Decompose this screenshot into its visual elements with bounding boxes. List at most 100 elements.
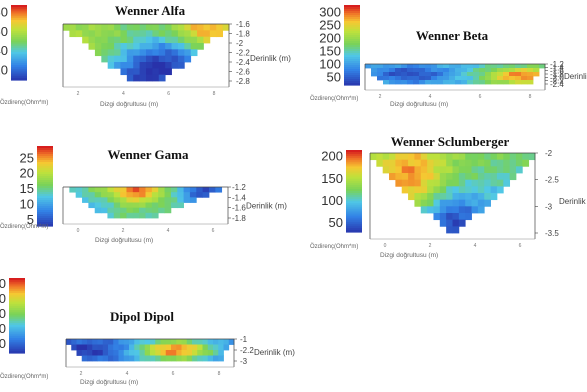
- x-tick-label: 4: [167, 228, 170, 234]
- heatmap-cell: [63, 24, 70, 31]
- heatmap-cell: [213, 350, 219, 356]
- heatmap-cell: [97, 355, 104, 362]
- colorbar-segment: [344, 5, 360, 8]
- heatmap-cell: [419, 80, 426, 85]
- heatmap-cell: [192, 350, 198, 356]
- heatmap-cell: [503, 72, 510, 77]
- x-tick-label: 2: [379, 94, 382, 100]
- colorbar-segment: [346, 164, 362, 167]
- colorbar-tick-label: 150: [319, 43, 341, 58]
- heatmap-cell: [389, 64, 396, 69]
- heatmap-cell: [145, 187, 153, 193]
- heatmap-cell: [197, 24, 204, 31]
- heatmap-cell: [433, 179, 441, 187]
- heatmap-cell: [477, 179, 485, 187]
- heatmap-cell: [433, 193, 441, 201]
- heatmap-cell: [395, 179, 403, 187]
- colorbar-tick-label: 200: [0, 336, 6, 351]
- colorbar-segment: [344, 17, 360, 20]
- heatmap-cell: [164, 207, 172, 214]
- heatmap-cell: [527, 76, 534, 81]
- heatmap-cell: [427, 186, 434, 194]
- heatmap-cell: [425, 72, 432, 77]
- heatmap-cell: [152, 55, 160, 63]
- heatmap-cell: [389, 72, 396, 77]
- heatmap-cell: [160, 344, 167, 351]
- colorbar-segment: [11, 66, 27, 70]
- heatmap-cell: [452, 199, 460, 207]
- colorbar-segment: [11, 5, 27, 8]
- heatmap-cell: [75, 30, 83, 38]
- colorbar-segment: [9, 313, 25, 317]
- heatmap-cell: [209, 24, 217, 31]
- x-tick-label: 4: [122, 91, 125, 97]
- heatmap-cell: [207, 355, 214, 362]
- heatmap-cell: [139, 62, 147, 69]
- heatmap-cell: [497, 64, 504, 69]
- heatmap-cell: [431, 76, 438, 81]
- depth-tick-label: -2.8: [236, 77, 250, 86]
- heatmap-cell: [133, 55, 141, 63]
- heatmap-cell: [177, 43, 185, 50]
- heatmap-cell: [177, 55, 185, 63]
- panel-wenner-beta: Wenner Beta 50 100 150 200 250 300 Özdirenç(Ohm…: [310, 0, 587, 115]
- colorbar-segment: [344, 81, 360, 84]
- colorbar-segment: [346, 195, 362, 198]
- colorbar-segment: [11, 78, 27, 81]
- heatmap-cell: [76, 344, 83, 351]
- depth-tick-label: -2.6: [236, 68, 250, 77]
- heatmap-cell: [433, 186, 441, 194]
- heatmap-cell: [452, 166, 460, 174]
- heatmap-cell: [197, 43, 204, 50]
- heatmap-cell: [419, 68, 426, 73]
- heatmap-cell: [177, 197, 184, 203]
- heatmap-cell: [158, 36, 166, 44]
- heatmap-cell: [139, 55, 147, 63]
- heatmap-cell: [114, 36, 121, 44]
- colorbar-segment: [11, 18, 27, 21]
- heatmap-cell: [126, 68, 134, 76]
- colorbar-segment: [11, 29, 27, 32]
- heatmap-cell: [207, 344, 214, 351]
- heatmap-cell: [158, 187, 165, 193]
- heatmap-cell: [94, 49, 102, 57]
- heatmap-cell: [455, 76, 462, 81]
- heatmap-cell: [458, 193, 466, 201]
- heatmap-cell: [126, 55, 134, 63]
- heatmap-cell: [439, 153, 447, 161]
- heatmap-cell: [202, 187, 210, 193]
- heatmap-cell: [420, 173, 428, 181]
- heatmap-cell: [94, 207, 102, 214]
- colorbar-segment: [346, 174, 362, 178]
- heatmap-cell: [465, 199, 472, 207]
- heatmap-cell: [177, 187, 184, 193]
- x-tick-label: 0: [77, 228, 80, 234]
- heatmap-cell: [389, 159, 396, 167]
- heatmap-cell: [132, 202, 140, 209]
- depth-axis-label: Derinlik (m): [564, 72, 587, 81]
- heatmap-cell: [425, 64, 432, 69]
- colorbar-segment: [344, 77, 360, 80]
- colorbar-segment: [344, 47, 360, 50]
- colorbar-segment: [11, 31, 27, 34]
- heatmap-cell: [497, 68, 504, 73]
- heatmap-cell: [113, 350, 119, 356]
- colorbar-segment: [346, 180, 362, 184]
- heatmap-cell: [184, 36, 192, 44]
- heatmap-cell: [491, 68, 498, 73]
- heatmap-cell: [408, 179, 415, 187]
- heatmap-cell: [151, 187, 159, 193]
- heatmap-cell: [414, 199, 422, 207]
- heatmap-cell: [458, 219, 466, 227]
- heatmap-cell: [420, 193, 428, 201]
- heatmap-cell: [92, 344, 98, 351]
- heatmap-cell: [467, 72, 474, 77]
- depth-tick-label: -2.2: [550, 77, 564, 86]
- heatmap-cell: [145, 192, 153, 198]
- heatmap-cell: [437, 80, 444, 85]
- heatmap-cell: [503, 159, 511, 167]
- heatmap-cell: [484, 199, 491, 207]
- heatmap-cell: [446, 173, 453, 181]
- depth-tick-label: -2.4: [550, 80, 564, 89]
